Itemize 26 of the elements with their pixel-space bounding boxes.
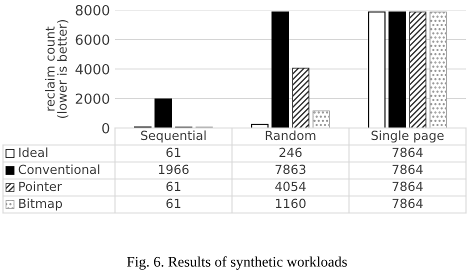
data-label: 61 [166, 182, 180, 192]
data-label: 7864 [392, 148, 423, 158]
data-label: 1966 [158, 164, 189, 174]
data-label: 1160 [276, 198, 306, 208]
caption: Fig. 6. Results of synthetic workloads [127, 256, 347, 270]
y-axis-title: reclaim count (lower is better) [45, 20, 68, 118]
data-label: 61 [166, 148, 180, 158]
y-tick-label: 0 [102, 122, 110, 134]
legend-label: Pointer [19, 181, 62, 192]
data-label: 7864 [392, 164, 423, 174]
data-label: 4054 [275, 182, 306, 192]
y-tick-label: 2000 [76, 93, 110, 104]
legend-label: Conventional [18, 164, 100, 174]
data-label: 7863 [276, 164, 306, 174]
legend-label: Bitmap [19, 198, 62, 211]
x-tick-label: Single page [372, 130, 444, 143]
data-label: 246 [279, 148, 302, 158]
data-label: 7864 [392, 198, 423, 208]
data-label: 7864 [392, 182, 423, 192]
y-tick-label: 8000 [76, 4, 110, 16]
legend-label: Ideal [19, 147, 48, 158]
y-tick-label: 4000 [75, 64, 110, 74]
x-tick-label: Sequential [141, 130, 206, 143]
y-tick-label: 6000 [76, 34, 110, 45]
x-tick-label: Random [266, 130, 316, 140]
data-label: 61 [166, 198, 180, 208]
